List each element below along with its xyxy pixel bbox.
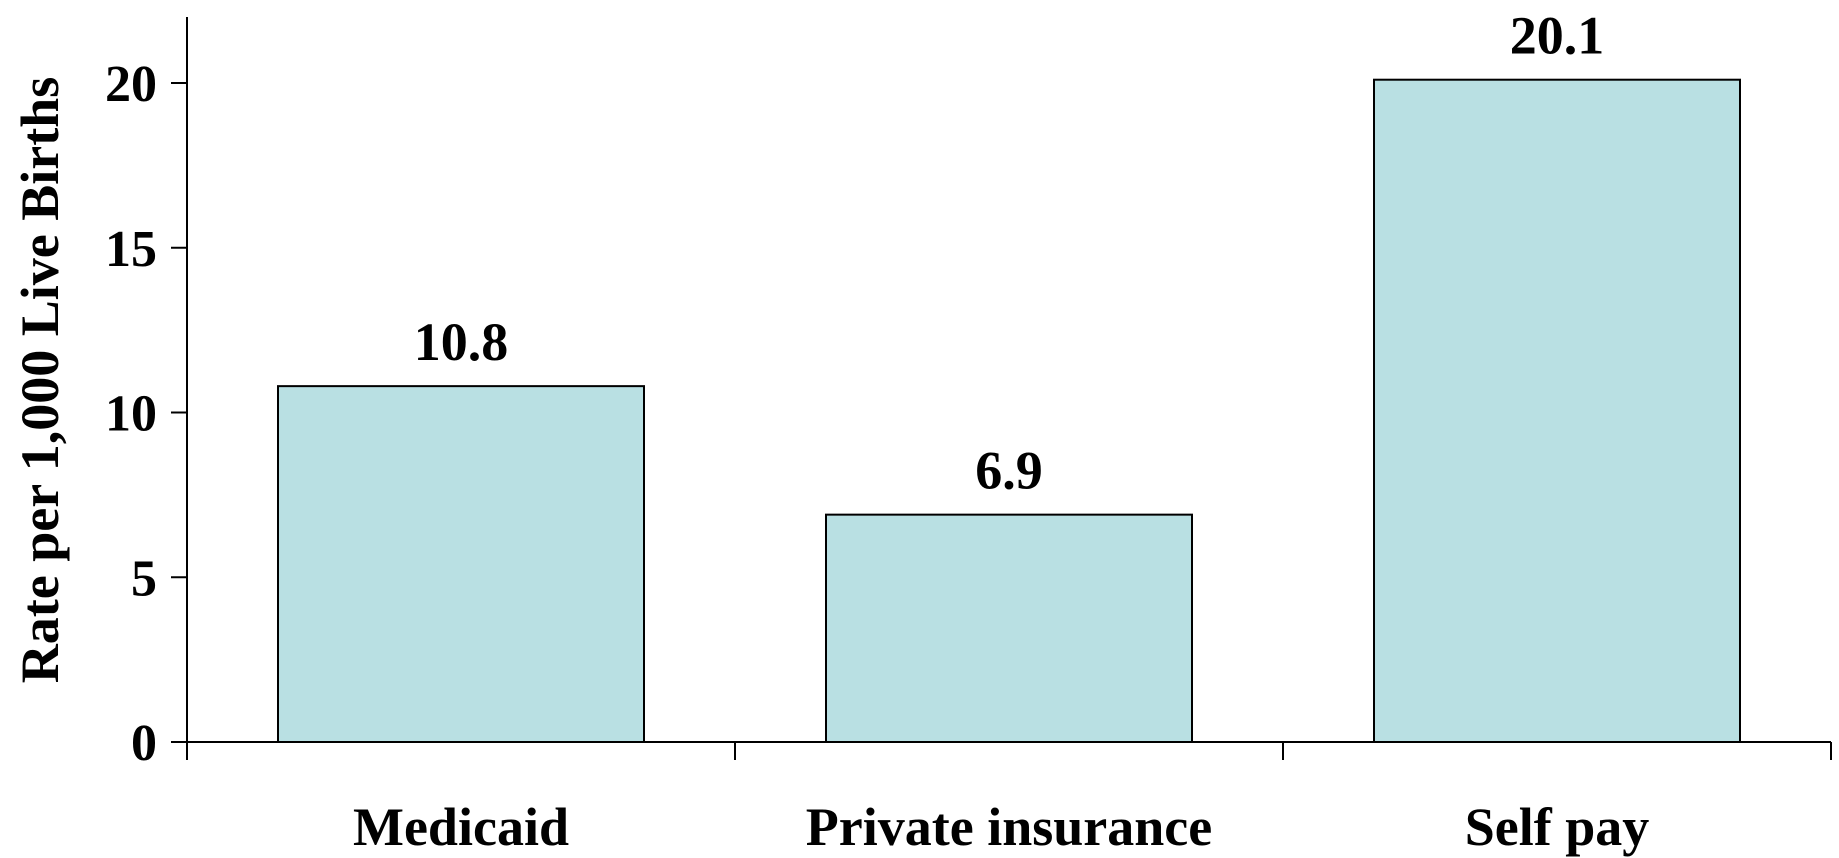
bar [825,513,1193,744]
category-label: Self pay [1465,797,1650,857]
category-label: Private insurance [806,797,1212,857]
category-label: Medicaid [353,797,569,857]
y-axis-title: Rate per 1,000 Live Births [10,77,70,683]
data-label: 10.8 [414,312,509,372]
category-labels: Medicaid Private insurance Self pay [353,797,1649,857]
y-tick-label: 10 [105,386,157,443]
x-axis-ticks [186,742,1832,760]
bar [1373,78,1741,743]
y-tick-label: 15 [105,221,157,278]
data-labels: 10.8 6.9 20.1 [414,6,1605,501]
y-tick-label: 20 [105,56,157,113]
bars [277,78,1741,744]
y-tick-label: 0 [131,715,157,772]
data-label: 20.1 [1510,6,1605,66]
bar [277,385,645,743]
y-tick-label: 5 [131,550,157,607]
y-axis-ticks: 0 5 10 15 20 [105,56,187,772]
data-label: 6.9 [975,441,1043,501]
